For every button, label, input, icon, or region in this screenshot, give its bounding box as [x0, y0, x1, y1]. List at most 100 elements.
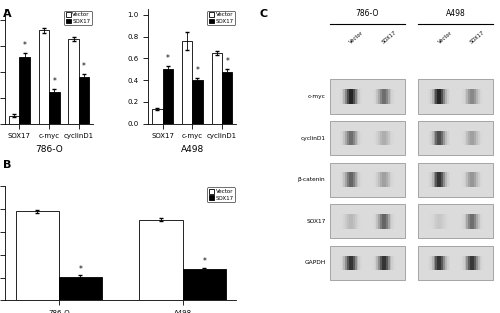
- Bar: [340, 131, 342, 145]
- Bar: [384, 89, 386, 104]
- Bar: [182, 269, 226, 300]
- Text: β-catenin: β-catenin: [298, 177, 326, 182]
- Bar: [439, 131, 441, 145]
- Bar: [430, 89, 432, 104]
- Bar: [439, 89, 441, 104]
- Bar: [356, 256, 358, 270]
- Bar: [49, 92, 59, 124]
- Bar: [476, 131, 478, 145]
- Bar: [472, 89, 474, 104]
- Bar: [480, 256, 482, 270]
- Bar: [354, 89, 356, 104]
- Bar: [430, 214, 432, 228]
- Bar: [394, 172, 395, 187]
- X-axis label: 786-O: 786-O: [36, 145, 63, 154]
- Bar: [162, 69, 173, 124]
- Bar: [380, 89, 382, 104]
- Bar: [461, 256, 462, 270]
- Bar: [434, 256, 436, 270]
- Bar: [428, 131, 430, 145]
- Bar: [428, 256, 430, 270]
- Bar: [462, 131, 464, 145]
- Bar: [470, 89, 472, 104]
- Bar: [468, 214, 470, 228]
- Bar: [478, 131, 480, 145]
- Bar: [388, 172, 390, 187]
- Bar: [360, 214, 362, 228]
- Bar: [441, 172, 443, 187]
- Bar: [351, 131, 353, 145]
- Bar: [474, 131, 476, 145]
- Bar: [478, 214, 480, 228]
- Bar: [372, 214, 374, 228]
- Bar: [353, 256, 354, 270]
- Bar: [376, 214, 378, 228]
- Bar: [476, 256, 478, 270]
- Bar: [349, 214, 351, 228]
- Bar: [360, 172, 362, 187]
- Bar: [443, 256, 445, 270]
- Bar: [482, 214, 484, 228]
- Bar: [347, 131, 349, 145]
- Bar: [418, 204, 493, 239]
- Bar: [448, 89, 450, 104]
- Bar: [462, 256, 464, 270]
- Bar: [462, 214, 464, 228]
- Bar: [16, 212, 59, 300]
- Bar: [443, 89, 445, 104]
- Bar: [353, 214, 354, 228]
- Bar: [212, 53, 222, 124]
- Bar: [476, 89, 478, 104]
- Bar: [441, 89, 443, 104]
- Bar: [461, 214, 462, 228]
- Bar: [353, 89, 354, 104]
- Bar: [344, 256, 345, 270]
- Bar: [476, 172, 478, 187]
- Text: SOX17: SOX17: [381, 30, 398, 45]
- Bar: [466, 131, 468, 145]
- Bar: [464, 89, 466, 104]
- Bar: [472, 172, 474, 187]
- Bar: [390, 89, 392, 104]
- Bar: [441, 214, 443, 228]
- Bar: [474, 89, 476, 104]
- Bar: [448, 131, 450, 145]
- Bar: [441, 256, 443, 270]
- Text: *: *: [202, 257, 206, 266]
- Bar: [351, 89, 353, 104]
- Text: *: *: [226, 57, 229, 66]
- Bar: [461, 131, 462, 145]
- Bar: [358, 131, 360, 145]
- Bar: [152, 110, 162, 124]
- Bar: [351, 214, 353, 228]
- Bar: [482, 256, 484, 270]
- Bar: [382, 214, 384, 228]
- Bar: [386, 89, 388, 104]
- Bar: [344, 89, 345, 104]
- Bar: [468, 89, 470, 104]
- Bar: [378, 89, 380, 104]
- Bar: [349, 131, 351, 145]
- Bar: [346, 172, 347, 187]
- Text: Vector: Vector: [437, 30, 453, 44]
- Bar: [20, 57, 30, 124]
- Bar: [482, 89, 484, 104]
- Text: A498: A498: [446, 9, 466, 18]
- Bar: [470, 256, 472, 270]
- Bar: [436, 256, 438, 270]
- Legend: Vector, SOX17: Vector, SOX17: [207, 11, 236, 25]
- Bar: [9, 116, 20, 124]
- Bar: [386, 214, 388, 228]
- Bar: [462, 172, 464, 187]
- Text: SOX17: SOX17: [469, 30, 486, 45]
- Bar: [445, 256, 446, 270]
- Bar: [430, 172, 432, 187]
- Bar: [418, 121, 493, 155]
- Bar: [392, 256, 394, 270]
- Bar: [468, 172, 470, 187]
- Text: cyclinD1: cyclinD1: [300, 136, 326, 141]
- Text: *: *: [82, 62, 86, 71]
- Bar: [461, 89, 462, 104]
- Text: *: *: [196, 66, 200, 75]
- Bar: [474, 214, 476, 228]
